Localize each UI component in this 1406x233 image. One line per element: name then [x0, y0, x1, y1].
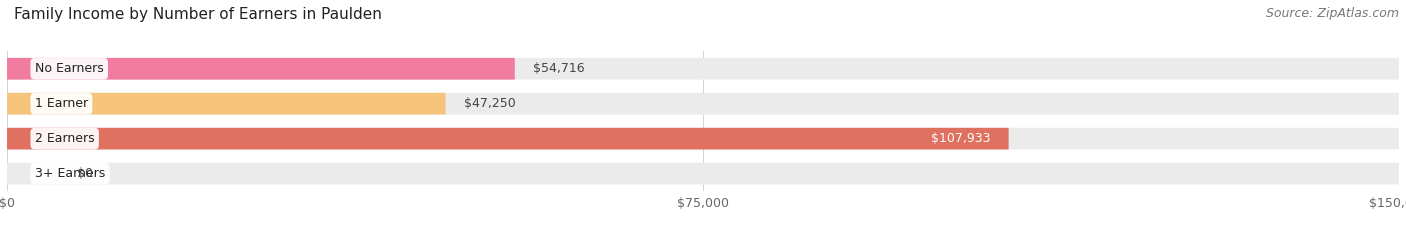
FancyBboxPatch shape: [7, 128, 1399, 150]
Text: 2 Earners: 2 Earners: [35, 132, 94, 145]
Text: $47,250: $47,250: [464, 97, 516, 110]
FancyBboxPatch shape: [7, 93, 446, 115]
Text: 3+ Earners: 3+ Earners: [35, 167, 105, 180]
FancyBboxPatch shape: [7, 58, 515, 80]
Text: No Earners: No Earners: [35, 62, 104, 75]
FancyBboxPatch shape: [7, 163, 1399, 185]
FancyBboxPatch shape: [7, 128, 1008, 150]
FancyBboxPatch shape: [7, 93, 1399, 115]
Text: $0: $0: [77, 167, 93, 180]
Text: Source: ZipAtlas.com: Source: ZipAtlas.com: [1265, 7, 1399, 20]
Text: $107,933: $107,933: [931, 132, 990, 145]
Text: $54,716: $54,716: [533, 62, 585, 75]
Text: 1 Earner: 1 Earner: [35, 97, 89, 110]
FancyBboxPatch shape: [7, 58, 1399, 80]
Text: Family Income by Number of Earners in Paulden: Family Income by Number of Earners in Pa…: [14, 7, 382, 22]
